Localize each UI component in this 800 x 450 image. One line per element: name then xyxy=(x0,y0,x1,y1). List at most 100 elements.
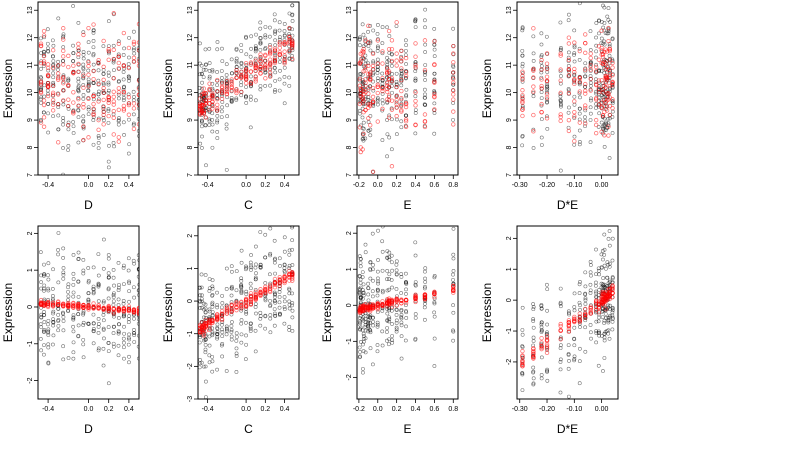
fitted-point xyxy=(224,85,230,90)
fitted-point xyxy=(394,97,399,103)
observed-point xyxy=(51,59,56,64)
observed-point xyxy=(278,35,282,40)
fitted-point xyxy=(422,297,428,302)
fitted-point xyxy=(403,298,409,303)
observed-point xyxy=(203,123,208,127)
observed-point xyxy=(51,309,56,314)
fitted-point xyxy=(248,291,254,296)
observed-point xyxy=(81,126,86,131)
observed-point xyxy=(588,282,593,287)
observed-point xyxy=(111,299,116,304)
observed-point xyxy=(199,305,204,310)
observed-point xyxy=(210,286,215,291)
observed-point xyxy=(358,320,363,325)
observed-point xyxy=(287,266,292,271)
fitted-point xyxy=(263,287,268,292)
observed-point xyxy=(137,97,139,102)
x-tick-label: 0.2 xyxy=(104,406,114,413)
observed-point xyxy=(96,321,101,326)
observed-point xyxy=(577,58,582,62)
fitted-point xyxy=(380,106,385,112)
observed-point xyxy=(578,303,582,308)
fitted-point xyxy=(267,66,273,71)
observed-point xyxy=(121,53,126,57)
fitted-point xyxy=(66,103,71,109)
observed-point xyxy=(287,83,292,88)
fitted-point xyxy=(290,56,295,62)
observed-point xyxy=(244,101,249,105)
fitted-point xyxy=(451,283,456,289)
observed-point xyxy=(76,87,81,92)
observed-point xyxy=(76,279,81,284)
fitted-point xyxy=(258,59,263,64)
observed-point xyxy=(539,96,544,101)
observed-point xyxy=(234,346,239,351)
observed-point xyxy=(376,228,380,233)
fitted-point xyxy=(126,45,132,51)
fitted-point xyxy=(531,356,536,361)
observed-point xyxy=(422,18,427,23)
observed-point xyxy=(61,115,66,120)
observed-point xyxy=(210,310,215,314)
observed-point xyxy=(451,338,456,343)
observed-point xyxy=(389,308,394,313)
observed-point xyxy=(558,390,563,395)
observed-point xyxy=(282,33,287,38)
observed-point xyxy=(531,339,536,343)
observed-point xyxy=(572,358,577,363)
fitted-point xyxy=(267,74,273,79)
observed-point xyxy=(451,26,456,31)
observed-point xyxy=(572,343,577,348)
observed-point xyxy=(101,326,106,331)
observed-point xyxy=(207,353,212,358)
x-tick-label: -0.10 xyxy=(566,406,582,413)
observed-point xyxy=(38,250,43,255)
observed-point xyxy=(215,40,220,44)
fitted-point xyxy=(539,83,544,89)
fitted-point xyxy=(375,82,380,88)
observed-point xyxy=(136,344,139,349)
y-tick-label: -1 xyxy=(187,331,194,337)
y-axis-label: Expression xyxy=(480,283,494,342)
observed-point xyxy=(559,74,563,78)
fitted-point xyxy=(389,58,395,64)
fitted-point xyxy=(394,93,399,99)
observed-point xyxy=(583,349,588,354)
fitted-point xyxy=(607,103,613,109)
observed-point xyxy=(101,327,106,332)
observed-point xyxy=(51,114,55,119)
fitted-point xyxy=(253,63,258,68)
observed-point xyxy=(520,305,525,310)
fitted-point xyxy=(558,112,563,117)
fitted-point xyxy=(76,45,81,51)
observed-point xyxy=(599,252,604,257)
observed-point xyxy=(375,310,380,314)
observed-point xyxy=(272,307,277,312)
fitted-point xyxy=(210,92,215,98)
observed-point xyxy=(520,143,525,148)
x-tick-label: -0.20 xyxy=(539,406,555,413)
observed-point xyxy=(127,279,131,284)
observed-point xyxy=(42,262,46,267)
fitted-point xyxy=(583,81,588,87)
observed-point xyxy=(594,247,598,252)
fitted-point xyxy=(136,305,139,311)
fitted-point xyxy=(451,80,456,85)
observed-point xyxy=(451,101,456,105)
observed-point xyxy=(272,89,277,94)
observed-point xyxy=(210,111,215,116)
observed-point xyxy=(201,67,206,72)
x-tick-label: 0.2 xyxy=(392,182,402,189)
fitted-point xyxy=(566,35,572,40)
observed-point xyxy=(198,286,202,290)
fitted-point xyxy=(50,90,56,96)
observed-point xyxy=(268,298,273,303)
observed-point xyxy=(368,24,373,28)
observed-point xyxy=(386,342,391,347)
observed-point xyxy=(608,303,612,308)
fitted-point xyxy=(71,305,76,310)
observed-point xyxy=(566,366,571,371)
observed-point xyxy=(56,105,61,110)
observed-point xyxy=(111,295,116,299)
fitted-point xyxy=(363,107,368,113)
